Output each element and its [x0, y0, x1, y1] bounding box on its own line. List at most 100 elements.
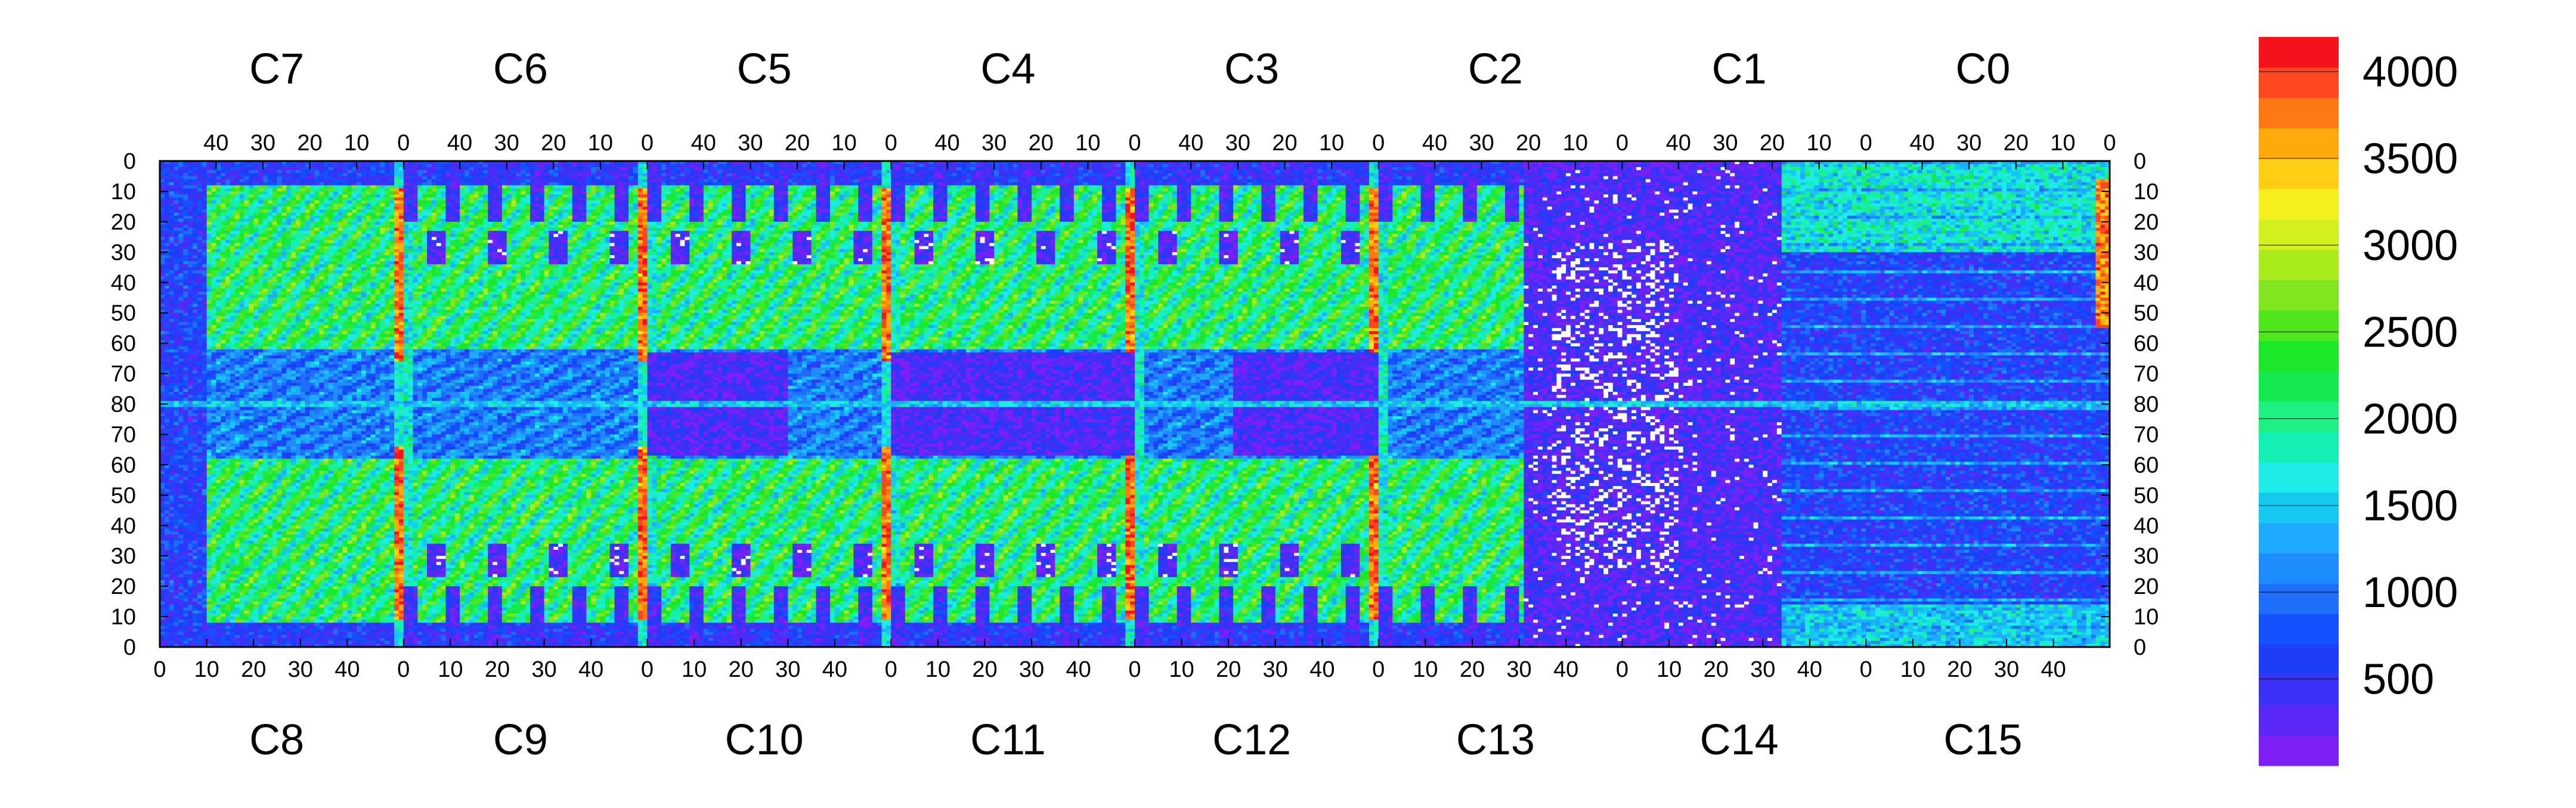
heatmap-cell — [329, 185, 333, 189]
heatmap-cell — [296, 170, 301, 174]
heatmap-cell — [324, 289, 329, 292]
heatmap-cell — [249, 216, 253, 219]
heatmap-cell — [385, 213, 389, 216]
heatmap-cell — [343, 173, 348, 177]
heatmap-cell — [389, 228, 394, 231]
heatmap-cell — [399, 206, 404, 210]
heatmap-cell — [240, 295, 249, 298]
heatmap-cell — [263, 188, 268, 192]
heatmap-cell — [389, 194, 394, 198]
heatmap-cell — [319, 170, 324, 174]
heatmap-cell — [291, 280, 301, 283]
heatmap-cell — [357, 273, 361, 277]
heatmap-cell — [268, 280, 277, 283]
heatmap-cell — [160, 228, 169, 231]
heatmap-cell — [169, 203, 174, 207]
heatmap-cell — [291, 289, 296, 292]
heatmap-cell — [178, 173, 183, 177]
heatmap-cell — [333, 194, 338, 198]
heatmap-cell — [281, 252, 286, 256]
heatmap-cell — [268, 298, 273, 301]
heatmap-cell — [380, 225, 389, 228]
heatmap-cell — [263, 173, 268, 177]
heatmap-cell — [188, 167, 193, 171]
heatmap-cell — [305, 237, 310, 240]
heatmap-cell — [291, 270, 296, 274]
heatmap-cell — [319, 210, 324, 213]
heatmap-cell — [230, 176, 235, 179]
heatmap-cell — [188, 301, 193, 304]
heatmap-cell — [347, 200, 352, 204]
heatmap-cell — [277, 249, 282, 253]
heatmap-cell — [394, 173, 404, 177]
heatmap-cell — [244, 264, 249, 268]
heatmap-cell — [281, 219, 286, 222]
heatmap-cell — [357, 219, 361, 222]
heatmap-cell — [357, 206, 361, 210]
heatmap-cell — [225, 258, 230, 262]
heatmap-cell — [333, 243, 343, 247]
heatmap-cell — [207, 185, 212, 189]
heatmap-cell — [366, 243, 371, 247]
heatmap-cell — [207, 194, 216, 198]
heatmap-cell — [258, 277, 273, 280]
heatmap-cell — [240, 261, 249, 265]
heatmap-cell — [240, 188, 244, 192]
heatmap-cell — [211, 240, 216, 243]
heatmap-cell — [178, 203, 183, 207]
heatmap-cell — [230, 222, 235, 225]
heatmap-cell — [366, 167, 371, 171]
heatmap-cell — [286, 182, 291, 186]
heatmap-cell — [178, 200, 183, 204]
heatmap-cell — [235, 277, 240, 280]
heatmap-cell — [183, 219, 188, 222]
heatmap-cell — [244, 237, 249, 240]
heatmap-cell — [165, 277, 169, 280]
heatmap-cell — [357, 289, 361, 292]
heatmap-cell — [230, 270, 235, 274]
heatmap-cell — [314, 304, 319, 307]
heatmap-cell — [338, 228, 343, 231]
heatmap-cell — [216, 203, 221, 207]
heatmap-cell — [394, 280, 399, 283]
heatmap-cell — [235, 213, 240, 216]
heatmap-cell — [225, 194, 230, 198]
heatmap-cell — [174, 295, 179, 298]
heatmap-cell — [347, 301, 352, 304]
heatmap-cell — [249, 267, 253, 271]
chip-block-0 — [160, 161, 404, 648]
heatmap-cell — [183, 283, 193, 286]
heatmap-cell — [160, 200, 169, 204]
heatmap-cell — [389, 270, 394, 274]
heatmap-cell — [385, 252, 389, 256]
heatmap-cell — [202, 173, 207, 177]
heatmap-cell — [296, 298, 301, 301]
heatmap-cell — [310, 243, 315, 247]
heatmap-cell — [385, 219, 389, 222]
heatmap-cell — [244, 222, 249, 225]
heatmap-cell — [314, 210, 319, 213]
heatmap-cell — [361, 188, 366, 192]
heatmap-cell — [371, 170, 380, 174]
heatmap-cell — [301, 231, 310, 234]
heatmap-cell — [169, 185, 174, 189]
heatmap-cell — [343, 264, 348, 268]
heatmap-cell — [376, 301, 380, 304]
heatmap-cell — [193, 270, 207, 274]
heatmap-cell — [169, 216, 174, 219]
heatmap-cell — [361, 289, 371, 292]
heatmap-cell — [333, 213, 338, 216]
heatmap-cell — [394, 222, 399, 225]
heatmap-cell — [240, 197, 244, 201]
heatmap-cell — [281, 179, 286, 183]
heatmap-cell — [258, 295, 263, 298]
heatmap-cell — [253, 222, 258, 225]
heatmap-cell — [202, 231, 207, 234]
heatmap-cell — [389, 267, 394, 271]
heatmap-cell — [281, 277, 291, 280]
heatmap-cell — [221, 173, 225, 177]
heatmap-cell — [376, 185, 380, 189]
heatmap-cell — [174, 267, 179, 271]
heatmap-cell — [281, 164, 291, 168]
